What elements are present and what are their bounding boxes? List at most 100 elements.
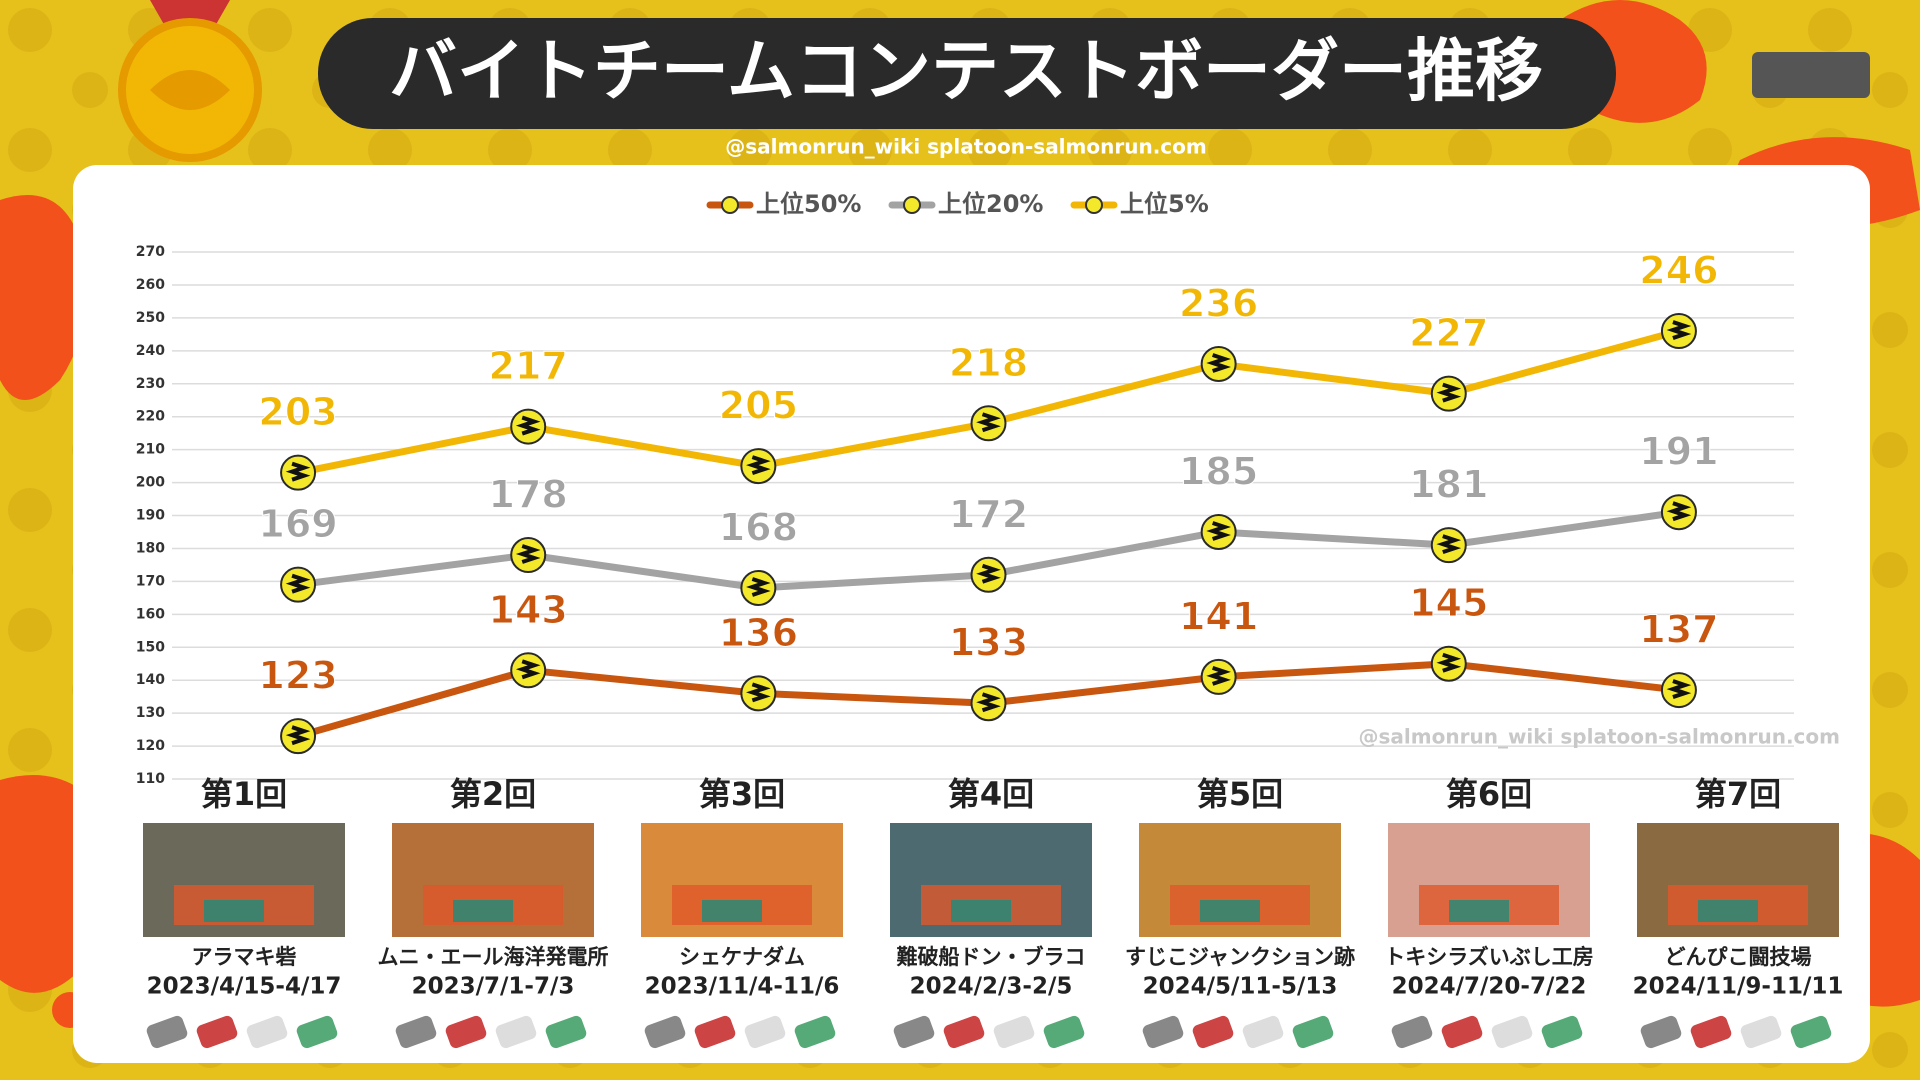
weapon-icon [893, 1015, 935, 1049]
data-label: 181 [1409, 463, 1488, 507]
legend-marker [1085, 196, 1103, 214]
y-tick-label: 160 [136, 606, 165, 622]
y-tick-label: 130 [136, 705, 165, 721]
stage-dates: 2023/7/1-7/3 [412, 974, 575, 1000]
weapon-icon [1640, 1015, 1682, 1049]
data-label: 145 [1409, 581, 1488, 625]
data-label: 205 [719, 384, 798, 428]
stage-name: シェケナダム [679, 945, 805, 969]
y-tick-label: 110 [136, 771, 165, 787]
weapon-icon [1690, 1015, 1732, 1049]
chart-title: バイトチームコンテストボーダー推移 [389, 33, 1543, 112]
point-icon [1666, 320, 1692, 340]
data-label: 227 [1409, 311, 1488, 355]
stage-dates: 2024/5/11-5/13 [1143, 974, 1338, 1000]
weapon-icon [1391, 1015, 1433, 1049]
weapon-icon [1541, 1015, 1583, 1049]
data-label: 143 [489, 588, 568, 632]
stage-image-ink [951, 900, 1011, 922]
y-tick-label: 200 [136, 475, 165, 491]
stage-dates: 2024/2/3-2/5 [910, 974, 1073, 1000]
stage-image-ink [453, 900, 513, 922]
y-tick-label: 240 [136, 343, 165, 359]
weapon-icon [445, 1015, 487, 1049]
stage-dates: 2023/4/15-4/17 [147, 974, 342, 1000]
data-label: 236 [1179, 281, 1258, 325]
weapon-icon [296, 1015, 338, 1049]
legend-marker [721, 196, 739, 214]
stage-dates: 2023/11/4-11/6 [645, 974, 840, 1000]
point-icon [285, 573, 311, 594]
weapon-icon [993, 1015, 1035, 1049]
data-label: 203 [258, 390, 337, 434]
point-icon [1436, 534, 1462, 555]
stage-dates: 2024/7/20-7/22 [1392, 974, 1587, 1000]
y-tick-label: 250 [136, 310, 165, 326]
stage-dates: 2024/11/9-11/11 [1633, 974, 1844, 1000]
weapon-icon [545, 1015, 587, 1049]
weapon-icon [395, 1015, 437, 1049]
point-icon [976, 692, 1001, 713]
stage-image-ink [1200, 900, 1260, 922]
y-tick-label: 230 [136, 376, 165, 392]
weapon-icon [1740, 1015, 1782, 1049]
stage-name: 難破船ドン・ブラコ [897, 945, 1086, 969]
weapon-icon [1242, 1015, 1284, 1049]
weapon-icon [1441, 1015, 1483, 1049]
y-tick-label: 150 [136, 639, 165, 655]
weapon-icon [644, 1015, 686, 1049]
point-icon [976, 563, 1001, 584]
legend-marker [903, 196, 921, 214]
point-icon [515, 659, 541, 680]
y-tick-label: 190 [136, 508, 165, 524]
legend-item: 上位20% [888, 190, 1043, 218]
weapon-icon [146, 1015, 188, 1049]
y-tick-label: 180 [136, 540, 165, 556]
point-icon [515, 415, 541, 436]
weapon-icon [1292, 1015, 1334, 1049]
weapon-icon [196, 1015, 238, 1049]
stage-image-ink [204, 900, 264, 922]
point-icon [746, 455, 771, 475]
point-icon [746, 682, 771, 703]
data-label: 185 [1179, 449, 1258, 493]
legend-label: 上位20% [938, 190, 1043, 218]
point-icon [1436, 652, 1462, 673]
data-label: 123 [258, 654, 337, 698]
stage-name: ムニ・エール海洋発電所 [378, 945, 609, 969]
logo [1752, 52, 1870, 98]
weapon-icon [1192, 1015, 1234, 1049]
point-icon [285, 461, 311, 482]
data-label: 141 [1179, 594, 1258, 638]
y-tick-label: 260 [136, 277, 165, 293]
weapon-icon [694, 1015, 736, 1049]
subtitle: @salmonrun_wiki splatoon-salmonrun.com [725, 135, 1206, 159]
y-tick-label: 210 [136, 442, 165, 458]
stage-image-ink [1698, 900, 1758, 922]
data-label: 246 [1639, 249, 1718, 293]
x-tick-label: 第1回 [201, 775, 287, 813]
legend-label: 上位50% [756, 190, 861, 218]
point-icon [746, 577, 771, 597]
legend-item: 上位5% [1070, 190, 1209, 218]
point-icon [1206, 353, 1231, 373]
point-icon [1206, 665, 1231, 686]
weapon-icon [943, 1015, 985, 1049]
data-label: 169 [258, 502, 337, 546]
data-label: 178 [489, 473, 568, 517]
data-label: 133 [949, 621, 1028, 665]
data-label: 172 [949, 492, 1028, 536]
weapon-icon [1491, 1015, 1533, 1049]
weapon-icon [495, 1015, 537, 1049]
medal [118, 0, 262, 162]
weapon-icon [1142, 1015, 1184, 1049]
data-label: 191 [1639, 430, 1718, 474]
title-bar [318, 18, 1616, 129]
stage-image-ink [702, 900, 762, 922]
watermark: @salmonrun_wiki splatoon-salmonrun.com [1359, 725, 1840, 749]
weapon-icon [246, 1015, 288, 1049]
y-tick-label: 140 [136, 672, 165, 688]
y-tick-label: 220 [136, 409, 165, 425]
